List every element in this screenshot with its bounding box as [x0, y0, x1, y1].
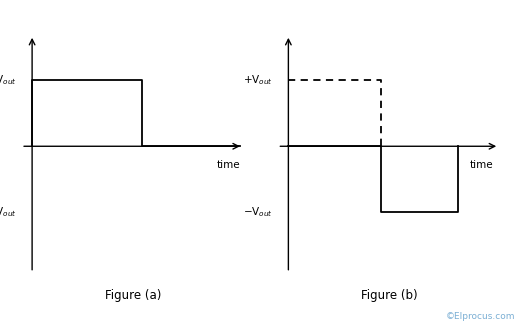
- Text: time: time: [470, 159, 494, 169]
- Text: +V$_{out}$: +V$_{out}$: [0, 73, 17, 87]
- Text: −V$_{out}$: −V$_{out}$: [243, 205, 273, 219]
- Text: Figure (b): Figure (b): [361, 289, 418, 302]
- Text: ©Elprocus.com: ©Elprocus.com: [446, 312, 515, 321]
- Text: Figure (a): Figure (a): [105, 289, 162, 302]
- Text: −V$_{out}$: −V$_{out}$: [0, 205, 17, 219]
- Text: +V$_{out}$: +V$_{out}$: [243, 73, 273, 87]
- Text: time: time: [217, 159, 240, 169]
